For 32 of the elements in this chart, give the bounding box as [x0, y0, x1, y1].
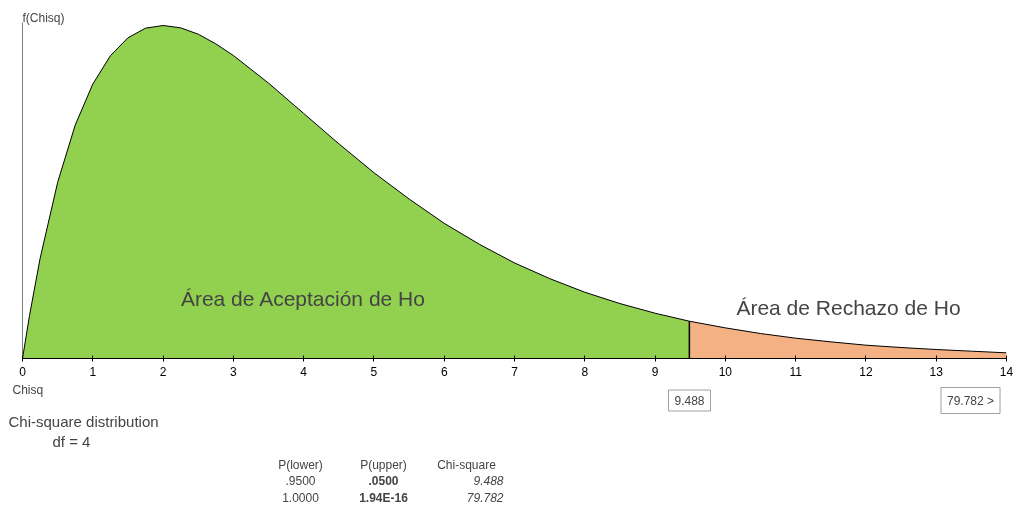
x-tick-label: 4: [300, 364, 308, 379]
x-tick-label: 10: [718, 364, 733, 379]
text: 1.94E-16: [359, 490, 409, 505]
x-tick-label: 12: [859, 364, 873, 379]
x-tick-label: 6: [440, 364, 448, 379]
text: 79.782 >: [946, 393, 995, 408]
x-tick-label: 5: [370, 364, 378, 379]
text: 79.782: [466, 491, 504, 505]
x-tick-label: 3: [230, 364, 238, 379]
x-axis-title: Chisq: [12, 382, 44, 397]
text: 9.488: [473, 474, 504, 488]
text: 9.488: [674, 394, 705, 408]
text: P(lower): [278, 457, 323, 472]
text: P(upper): [360, 457, 407, 472]
text: .0500: [368, 474, 399, 488]
annotation: Área de Aceptación de Ho: [180, 287, 425, 310]
text: Chi-square: [437, 457, 497, 472]
annotation: Área de Rechazo de Ho: [736, 296, 961, 319]
x-tick-label: 7: [511, 364, 519, 379]
text: .9500: [285, 474, 316, 488]
text: 1.0000: [282, 491, 320, 505]
text: df = 4: [52, 433, 91, 450]
text: Chi-square distribution: [8, 413, 159, 430]
x-tick-label: 2: [159, 364, 167, 379]
x-tick-label: 13: [929, 364, 944, 379]
x-tick-label: 1: [89, 364, 97, 379]
x-tick-label: 0: [19, 364, 27, 379]
x-tick-label: 8: [581, 364, 589, 379]
y-axis-title: f(Chisq): [22, 10, 65, 25]
x-tick-label: 9: [651, 364, 659, 379]
x-tick-label: 14: [999, 364, 1014, 379]
x-tick-label: 11: [789, 364, 803, 379]
